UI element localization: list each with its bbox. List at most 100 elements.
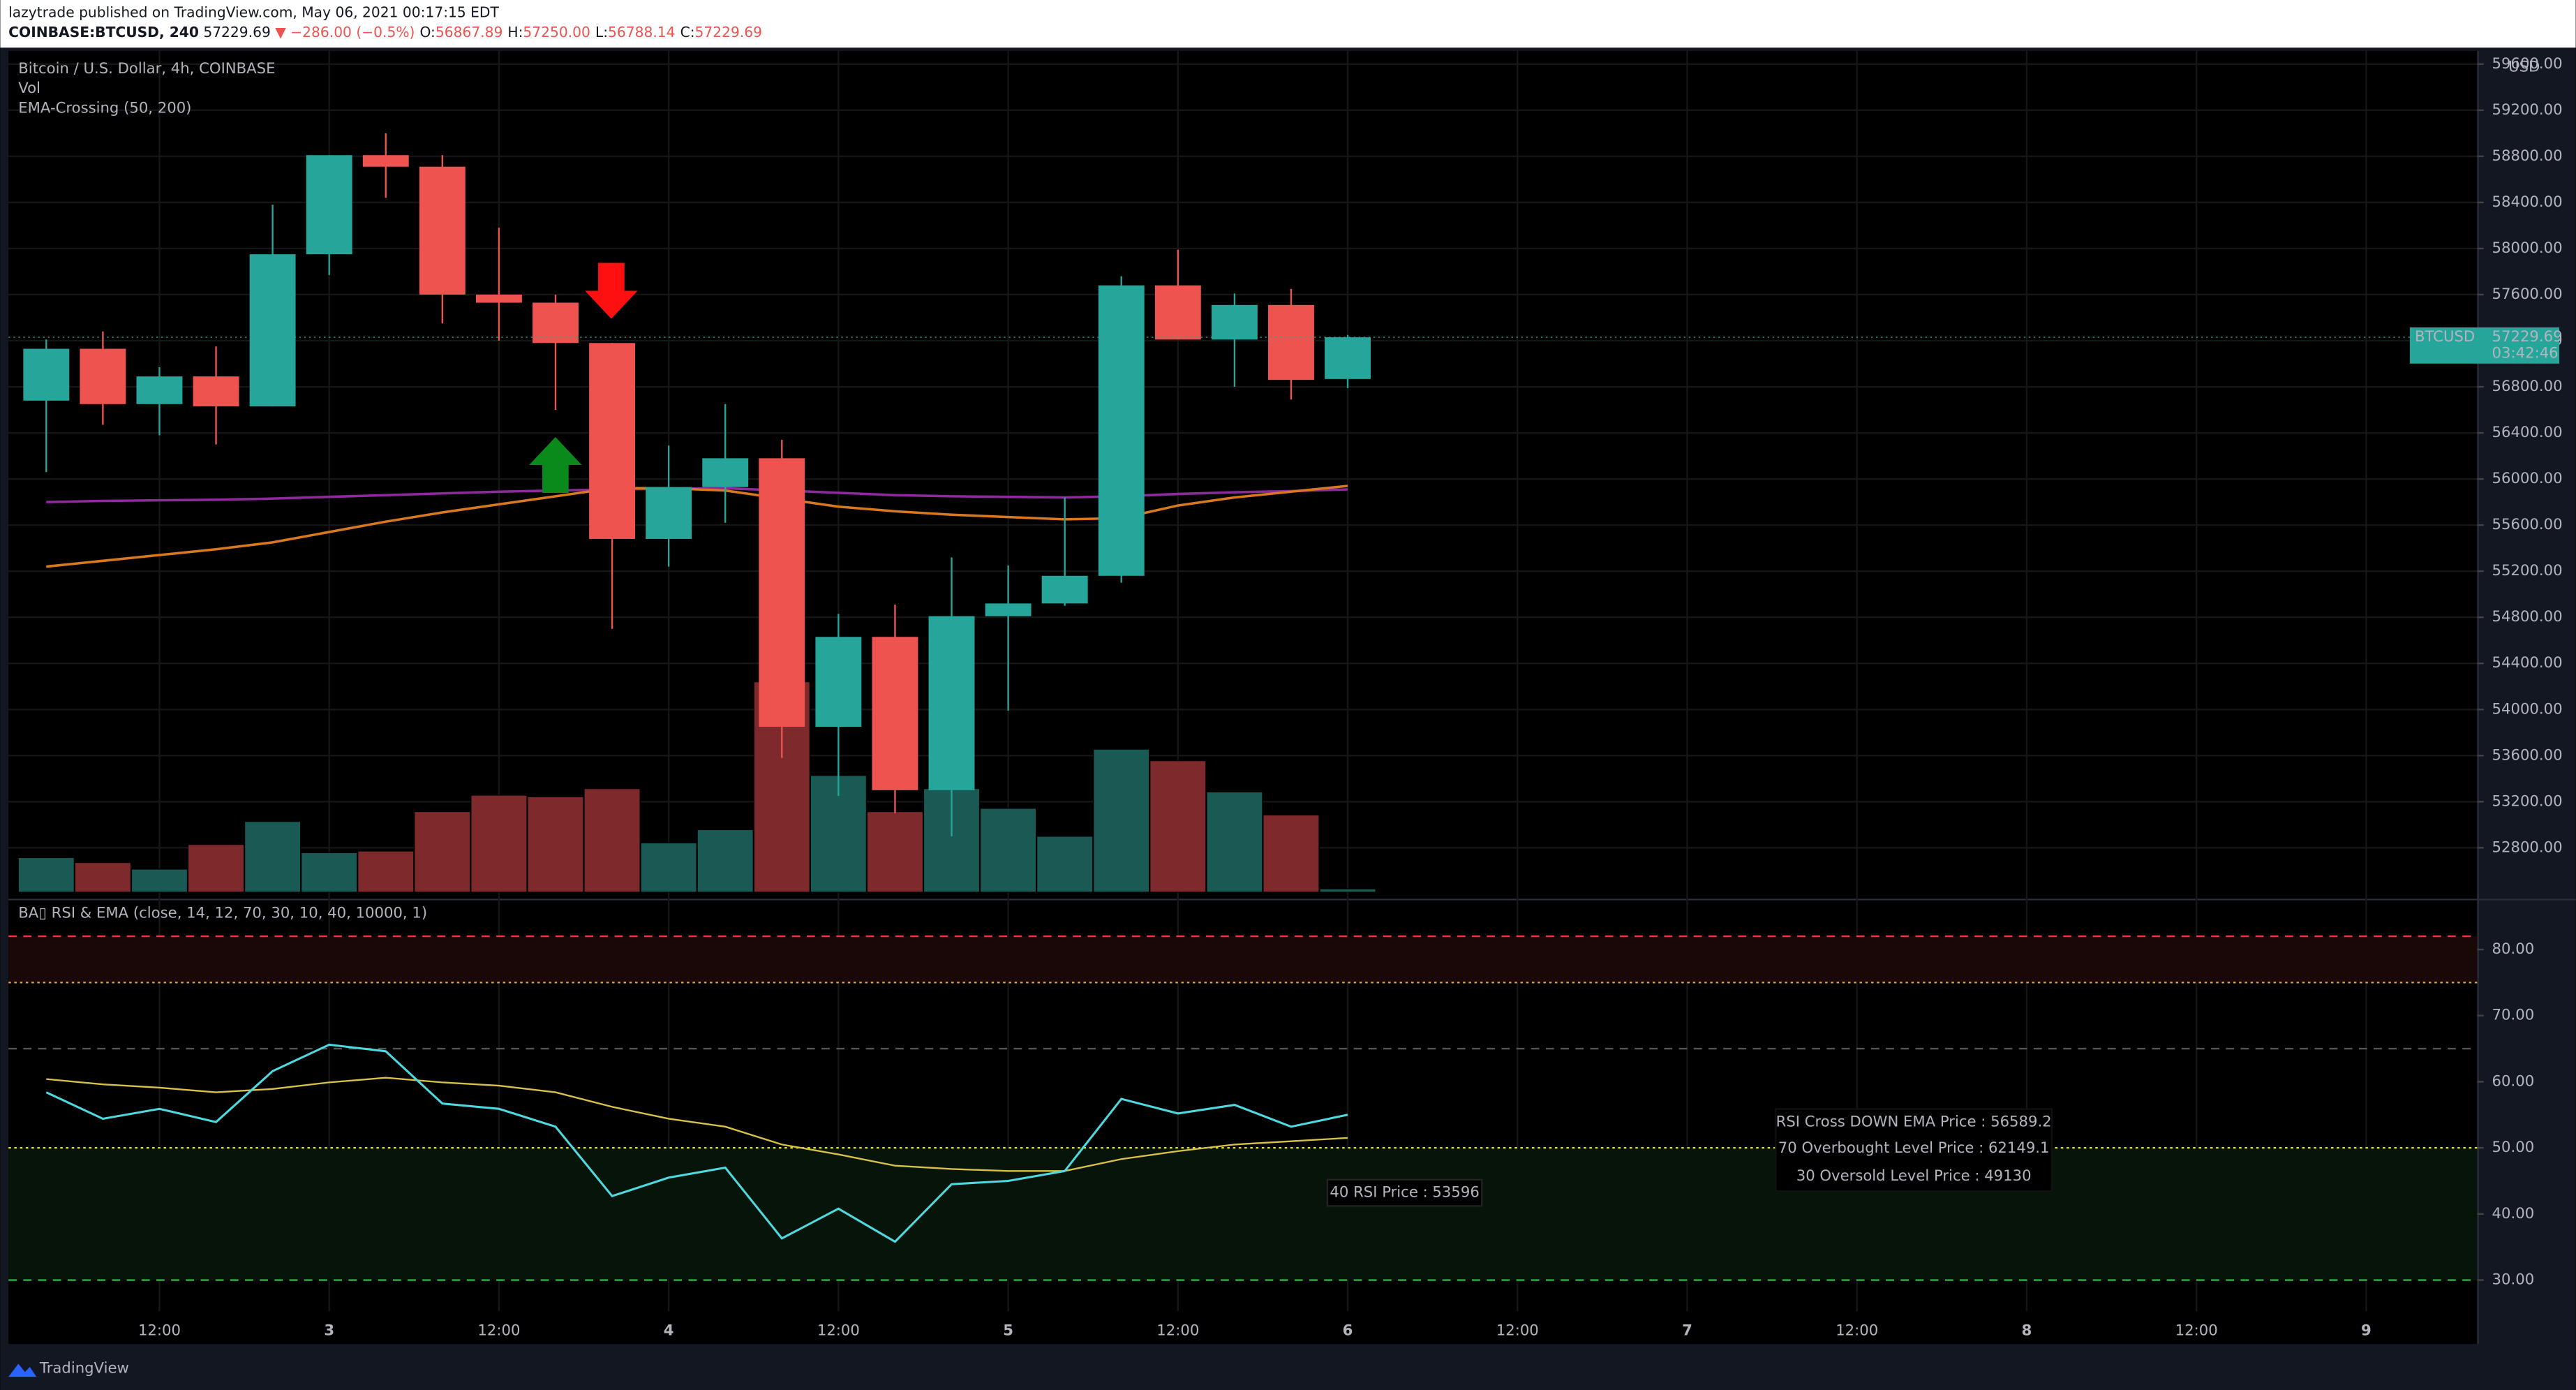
rsi-line — [45, 1043, 1348, 1243]
volume-bar — [301, 852, 358, 893]
candle-body — [249, 254, 296, 407]
candle-body — [872, 637, 918, 790]
rsi-tick-label: 30.00 — [2492, 1271, 2535, 1288]
volume-bar — [866, 811, 924, 893]
x-tick-label: 12:00 — [2175, 1321, 2218, 1338]
x-tick-label: 12:00 — [1836, 1321, 1878, 1338]
y-tick-label: 56000.00 — [2492, 469, 2563, 487]
ohlc-value: 56788.14 — [608, 24, 675, 40]
x-tick-label: 7 — [1682, 1321, 1692, 1338]
legend-entry: EMA-Crossing (50, 200) — [18, 98, 191, 116]
volume-bar — [414, 811, 471, 893]
y-tick-label: 58000.00 — [2492, 239, 2563, 256]
volume-bar — [17, 857, 75, 893]
candle-body — [362, 155, 409, 167]
footer — [0, 1347, 2576, 1390]
annotation: RSI Cross DOWN EMA Price : 56589.2 — [1776, 1112, 2052, 1130]
change: ▼ −286.00 (−0.5%) — [275, 24, 415, 40]
y-tick-label: 59600.00 — [2492, 54, 2563, 72]
candle-body — [646, 487, 692, 539]
candle-body — [589, 343, 636, 539]
price-tag-symbol: BTCUSD — [2415, 327, 2475, 345]
last: 57229.69 — [203, 24, 270, 40]
candle-body — [1041, 575, 1088, 604]
rsi-legend: BA▯ RSI & EMA (close, 14, 12, 70, 30, 10… — [18, 904, 427, 922]
ohlc: O:56867.89 H:57250.00 L:56788.14 C:57229.69 — [420, 24, 763, 40]
x-tick-label: 12:00 — [1156, 1321, 1199, 1338]
y-tick-label: 56400.00 — [2492, 423, 2563, 441]
y-tick-label: 56800.00 — [2492, 377, 2563, 394]
candle-body — [1325, 337, 1371, 379]
rsi-background — [8, 935, 2478, 1281]
brand[interactable]: TradingView — [39, 1359, 129, 1376]
y-tick-label: 54800.00 — [2492, 607, 2563, 625]
x-tick-label: 12:00 — [1496, 1321, 1539, 1338]
volume-bar — [1206, 791, 1263, 893]
header-bar — [0, 0, 2576, 48]
x-tick-label: 12:00 — [138, 1321, 181, 1338]
volume-bar — [640, 842, 697, 893]
candle-body — [815, 637, 862, 727]
candle-body — [928, 616, 975, 790]
candle-body — [533, 302, 579, 343]
ohlc-label: H: — [507, 24, 523, 40]
x-tick-label: 9 — [2361, 1321, 2372, 1338]
candle-body — [985, 603, 1032, 616]
rsi-tick-label: 60.00 — [2492, 1072, 2535, 1089]
y-tick-label: 54400.00 — [2492, 653, 2563, 671]
candle-body — [419, 166, 466, 295]
x-tick-label: 12:00 — [477, 1321, 520, 1338]
candle-body — [475, 294, 522, 303]
symbol: COINBASE:BTCUSD, 240 — [8, 24, 199, 40]
candle-body — [193, 376, 239, 407]
y-tick-label: 58400.00 — [2492, 193, 2563, 210]
candle-body — [1098, 285, 1145, 576]
x-tick-label: 4 — [664, 1321, 674, 1338]
ohlc-label: L: — [595, 24, 608, 40]
candle-body — [136, 376, 183, 404]
rsi-ema-line — [46, 1077, 1348, 1172]
rsi-tick-label: 50.00 — [2492, 1138, 2535, 1155]
annotation-box — [1326, 1178, 1483, 1207]
legend-entry: Vol — [18, 79, 40, 96]
volume-bar — [697, 829, 754, 893]
currency: USD — [2508, 57, 2540, 75]
annotation: 30 Oversold Level Price : 49130 — [1796, 1167, 2032, 1184]
y-tick-label: 54000.00 — [2492, 700, 2563, 717]
y-tick-label: 55600.00 — [2492, 515, 2563, 533]
price-tag-value: 57229.69 — [2492, 327, 2563, 345]
legend-entry: Bitcoin / U.S. Dollar, 4h, COINBASE — [18, 59, 275, 77]
volume-bar — [1149, 760, 1207, 893]
volume-bar — [357, 850, 415, 893]
rsi-tick-label: 40.00 — [2492, 1204, 2535, 1222]
x-tick-label: 5 — [1003, 1321, 1013, 1338]
countdown: 03:42:46 — [2492, 344, 2559, 362]
currency-box — [2500, 54, 2560, 77]
ohlc-value: 57250.00 — [523, 24, 590, 40]
volume-bar — [979, 808, 1037, 893]
x-tick-label: 6 — [1343, 1321, 1353, 1338]
logo[interactable] — [8, 1363, 37, 1377]
volume-bar — [470, 794, 528, 893]
ohlc-label: O: — [420, 24, 435, 40]
rsi-tick-label: 80.00 — [2492, 940, 2535, 957]
candle-body — [1211, 304, 1258, 340]
y-tick-label: 58800.00 — [2492, 147, 2563, 164]
volume-bar — [74, 862, 131, 893]
published: lazytrade published on TradingView.com, … — [8, 3, 499, 20]
candle-body — [23, 348, 70, 401]
volume-bar — [1263, 814, 1320, 893]
volume-bar — [1319, 888, 1376, 893]
x-tick-label: 3 — [324, 1321, 334, 1338]
ohlc-value: 57229.69 — [695, 24, 762, 40]
annotation: 70 Overbought Level Price : 62149.1 — [1778, 1139, 2050, 1156]
ohlc-label: C: — [680, 24, 695, 40]
y-tick-label: 52800.00 — [2492, 838, 2563, 855]
candle-body — [759, 458, 805, 727]
ohlc-value: 56867.89 — [435, 24, 502, 40]
rsi-tick-label: 70.00 — [2492, 1006, 2535, 1023]
y-tick-label: 55200.00 — [2492, 561, 2563, 579]
candle-body — [702, 458, 749, 487]
volume-bar — [583, 788, 641, 893]
